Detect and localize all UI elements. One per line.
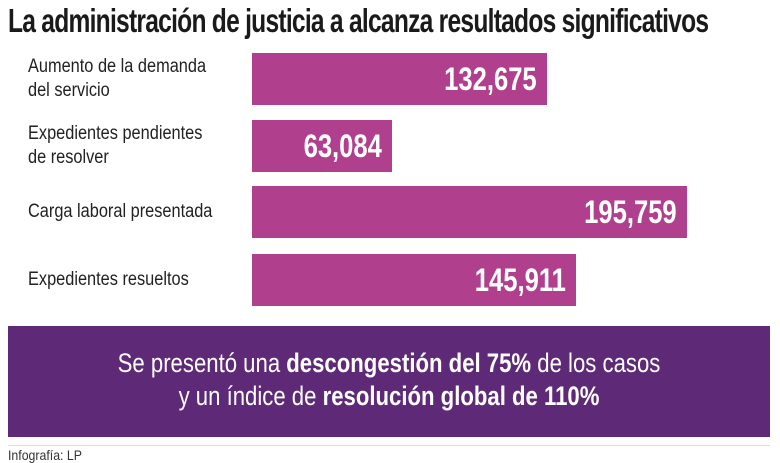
credit: Infografía: LP [8,447,82,463]
divider [8,445,770,446]
category-label: Aumento de la demanda del servicio [28,55,206,103]
summary-line-2: y un índice de resolución global de 110% [77,380,702,413]
summary-highlight: resolución global de 110% [322,381,600,411]
value-label: 145,911 [474,262,566,298]
summary-box: Se presentó una descongestión del 75% de… [8,326,770,437]
category-label: Carga laboral presentada [28,200,212,224]
bar: 132,675 [252,53,547,105]
summary-line-1: Se presentó una descongestión del 75% de… [77,347,702,380]
category-label: Expedientes resueltos [28,268,189,292]
category-label-line: Expedientes pendientes [28,123,203,144]
bar: 145,911 [252,254,576,306]
category-label: Expedientes pendientes de resolver [28,122,202,170]
category-label-line: Aumento de la demanda [28,56,207,77]
bar: 63,084 [252,120,392,172]
value-label: 195,759 [584,194,677,230]
chart-title: La administración de justicia a alcanza … [8,2,709,39]
summary-highlight: descongestión del 75% [286,348,532,378]
summary-text: de los casos [531,348,661,378]
category-label-line: de resolver [28,147,109,168]
summary-text: y un índice de [178,381,323,411]
bar: 195,759 [252,186,687,238]
category-label-line: Carga laboral presentada [28,201,213,222]
category-label-line: del servicio [28,80,110,101]
value-label: 63,084 [303,128,382,164]
value-label: 132,675 [444,61,537,97]
category-label-line: Expedientes resueltos [28,269,189,290]
summary-text: Se presentó una [117,348,287,378]
